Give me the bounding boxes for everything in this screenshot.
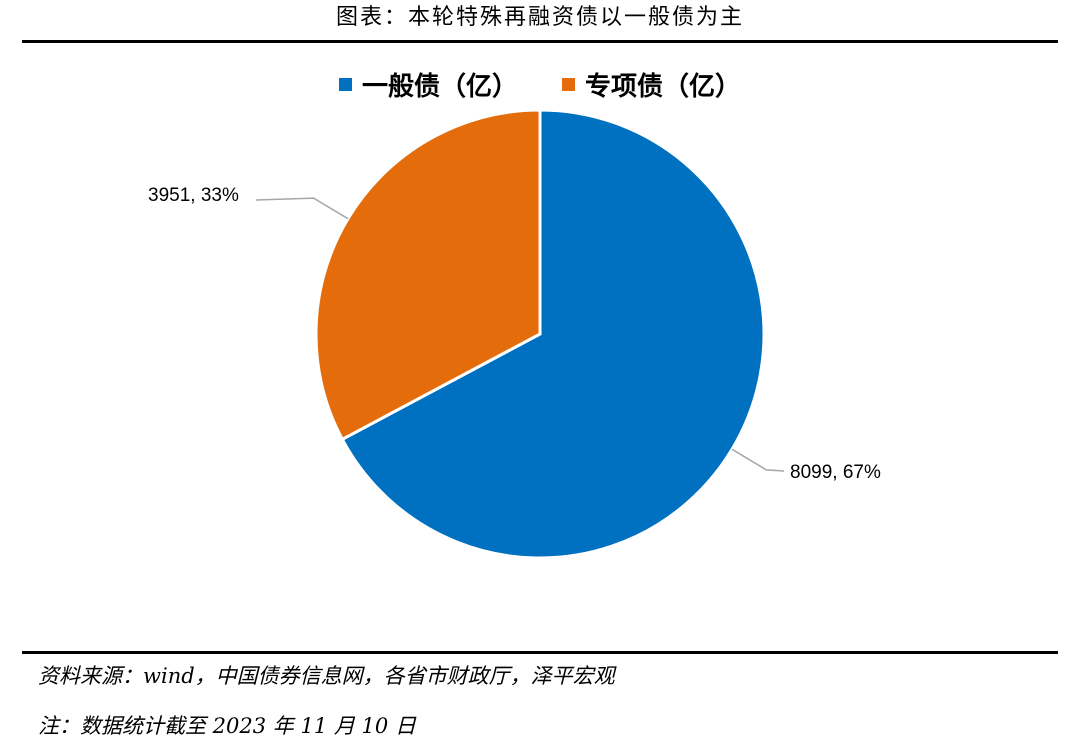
bottom-rule <box>22 651 1058 654</box>
pie-chart: 8099, 67% 3951, 33% <box>148 108 881 560</box>
legend-swatch-general-bond <box>338 77 352 91</box>
data-label-general-bond: 8099, 67% <box>790 462 881 483</box>
legend-swatch-special-bond <box>562 77 575 91</box>
chart-legend: 一般债（亿） 专项债（亿） <box>0 64 1080 104</box>
legend-label-general-bond: 一般债（亿） <box>361 71 518 102</box>
data-label-special-bond: 3951, 33% <box>148 185 239 206</box>
leader-line-general-bond <box>731 448 785 472</box>
legend-item-general-bond: 一般债（亿） <box>338 66 518 103</box>
source-note: 资料来源：wind，中国债券信息网，各省市财政厅，泽平宏观 <box>38 664 615 688</box>
leader-line-special-bond <box>255 197 349 220</box>
legend-item-special-bond: 专项债（亿） <box>562 66 741 103</box>
pie-slice-special-bond <box>314 108 542 442</box>
legend-label-special-bond: 专项债（亿） <box>585 71 742 102</box>
footnotes: 资料来源：wind，中国债券信息网，各省市财政厅，泽平宏观 注：数据统计截至 2… <box>38 657 1038 745</box>
date-note: 注：数据统计截至 2023 年 11 月 10 日 <box>38 714 416 738</box>
top-rule <box>22 40 1058 43</box>
chart-title: 图表：本轮特殊再融资债以一般债为主 <box>335 5 744 30</box>
